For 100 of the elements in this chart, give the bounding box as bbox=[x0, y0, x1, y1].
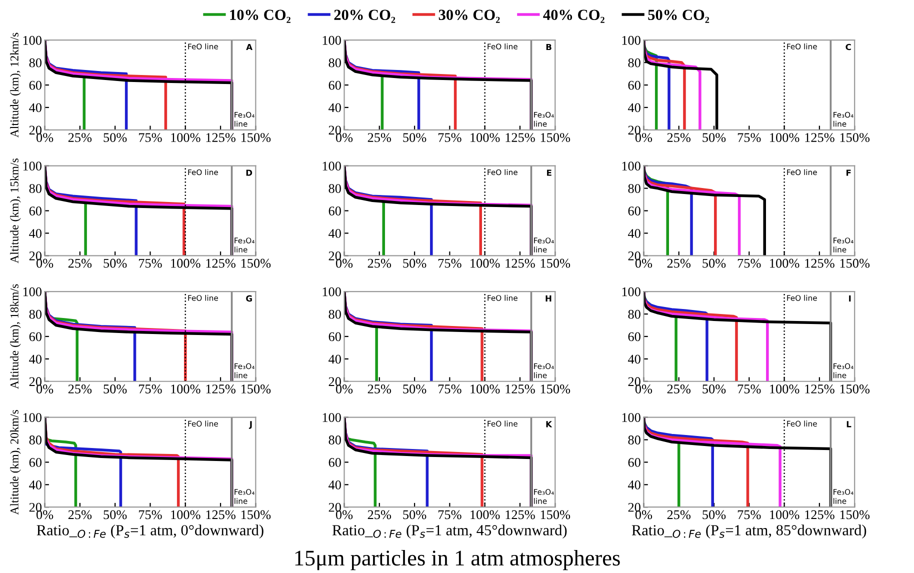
y-tick-label: 100 bbox=[622, 162, 640, 171]
y-tick-label: 20 bbox=[328, 126, 341, 135]
y-tick-label: 80 bbox=[29, 58, 42, 68]
y-tick-label: 20 bbox=[328, 251, 341, 260]
y-tick-label: 40 bbox=[628, 229, 640, 238]
y-axis-title: Altitude (km), 15km/s bbox=[10, 158, 21, 264]
x-tick-label: 125% bbox=[805, 384, 834, 394]
x-tick-label: 150% bbox=[840, 384, 870, 394]
y-axis-title: Altitude (km), 18km/s bbox=[10, 284, 21, 389]
x-tick-label: 75% bbox=[139, 258, 162, 268]
y-tick-label: 60 bbox=[628, 458, 640, 467]
y-tick-label: 60 bbox=[328, 80, 341, 90]
x-tick-label: 100% bbox=[470, 258, 500, 268]
x-tick-label: 125% bbox=[506, 258, 535, 268]
x-tick-label: 75% bbox=[438, 510, 462, 520]
x-tick-label: 150% bbox=[840, 133, 870, 142]
x-tick-label: 25% bbox=[368, 510, 392, 520]
y-tick-label: 40 bbox=[628, 354, 640, 364]
x-tick-label: 150% bbox=[241, 133, 271, 142]
annotation: A bbox=[246, 44, 252, 50]
x-tick-label: 25% bbox=[368, 133, 392, 142]
y-tick-label: 60 bbox=[628, 332, 640, 342]
x-tick-label: 75% bbox=[738, 384, 761, 394]
y-tick-label: 80 bbox=[628, 436, 640, 444]
annotation: I bbox=[849, 295, 851, 302]
annotation: D bbox=[246, 170, 252, 176]
x-tick-label: 75% bbox=[438, 384, 462, 394]
x-tick-label: 25% bbox=[68, 384, 92, 394]
y-tick-label: 20 bbox=[628, 377, 640, 386]
x-tick-label: 25% bbox=[68, 510, 92, 520]
y-tick-label: 40 bbox=[328, 480, 341, 490]
x-tick-label: 50% bbox=[403, 258, 426, 268]
text: 15μm particles in 1 atm atmospheres bbox=[295, 550, 620, 570]
x-tick-label: 100% bbox=[470, 510, 500, 520]
x-tick-label: 50% bbox=[403, 133, 426, 142]
y-tick-label: 100 bbox=[622, 36, 640, 45]
y-tick-label: 20 bbox=[29, 251, 42, 260]
x-tick-label: 25% bbox=[68, 258, 92, 268]
x-tick-label: 150% bbox=[241, 510, 271, 520]
y-tick-label: 100 bbox=[322, 413, 341, 422]
x-tick-label: 150% bbox=[241, 384, 271, 394]
x-tick-label: 125% bbox=[506, 384, 535, 394]
y-tick-label: 100 bbox=[23, 36, 42, 45]
x-tick-label: 100% bbox=[171, 133, 200, 142]
annotation: K bbox=[546, 421, 552, 428]
x-tick-label: 0% bbox=[36, 133, 54, 142]
x-tick-label: 25% bbox=[667, 384, 690, 394]
annotation: H bbox=[546, 295, 552, 302]
y-tick-label: 40 bbox=[328, 229, 341, 238]
y-tick-label: 80 bbox=[628, 184, 640, 193]
y-tick-label: 100 bbox=[322, 287, 341, 296]
y-tick-label: 40 bbox=[328, 354, 341, 364]
y-tick-label: 40 bbox=[29, 229, 42, 238]
annotation: E bbox=[547, 170, 552, 176]
annotation: F bbox=[846, 170, 851, 176]
x-tick-label: 50% bbox=[403, 510, 426, 520]
y-tick-label: 20 bbox=[628, 251, 640, 260]
y-tick-label: 80 bbox=[328, 58, 341, 68]
y-tick-label: 100 bbox=[23, 287, 42, 296]
y-tick-label: 40 bbox=[328, 103, 341, 112]
x-tick-label: 75% bbox=[738, 133, 761, 142]
y-tick-label: 20 bbox=[29, 502, 42, 512]
y-tick-label: 40 bbox=[628, 480, 640, 490]
x-tick-label: 25% bbox=[667, 133, 690, 142]
x-tick-label: 100% bbox=[470, 133, 500, 142]
y-tick-label: 80 bbox=[328, 310, 341, 319]
y-tick-label: 20 bbox=[628, 126, 640, 135]
y-tick-label: 80 bbox=[29, 436, 42, 444]
legend-label: 20% CO₂ bbox=[334, 10, 396, 23]
y-tick-label: 80 bbox=[628, 58, 640, 68]
x-tick-label: 125% bbox=[506, 133, 535, 142]
y-tick-label: 60 bbox=[328, 206, 341, 216]
x-tick-label: 125% bbox=[206, 258, 236, 268]
y-tick-label: 100 bbox=[23, 413, 42, 422]
x-tick-label: 25% bbox=[667, 510, 690, 520]
annotation: J bbox=[248, 421, 252, 429]
legend-label: 30% CO₂ bbox=[438, 10, 500, 23]
x-tick-label: 150% bbox=[241, 258, 271, 268]
y-tick-label: 60 bbox=[628, 206, 640, 216]
x-tick-label: 50% bbox=[104, 258, 127, 268]
x-tick-label: 125% bbox=[805, 133, 834, 142]
y-tick-label: 100 bbox=[322, 36, 341, 45]
x-tick-label: 100% bbox=[770, 510, 800, 520]
x-tick-label: 50% bbox=[104, 510, 127, 520]
x-tick-label: 150% bbox=[840, 258, 870, 268]
annotation: B bbox=[546, 44, 552, 50]
y-tick-label: 80 bbox=[628, 310, 640, 319]
y-tick-label: 100 bbox=[622, 413, 640, 422]
x-tick-label: 50% bbox=[403, 384, 426, 394]
x-tick-label: 150% bbox=[540, 510, 570, 520]
x-tick-label: 50% bbox=[702, 133, 726, 142]
x-tick-label: 100% bbox=[470, 384, 500, 394]
annotation: L bbox=[846, 421, 852, 428]
x-tick-label: 0% bbox=[336, 510, 353, 520]
y-tick-label: 60 bbox=[628, 80, 640, 90]
y-tick-label: 20 bbox=[328, 502, 341, 512]
y-tick-label: 60 bbox=[29, 458, 42, 467]
x-tick-label: 0% bbox=[36, 384, 54, 394]
y-tick-label: 80 bbox=[29, 310, 42, 319]
x-tick-label: 100% bbox=[770, 258, 800, 268]
